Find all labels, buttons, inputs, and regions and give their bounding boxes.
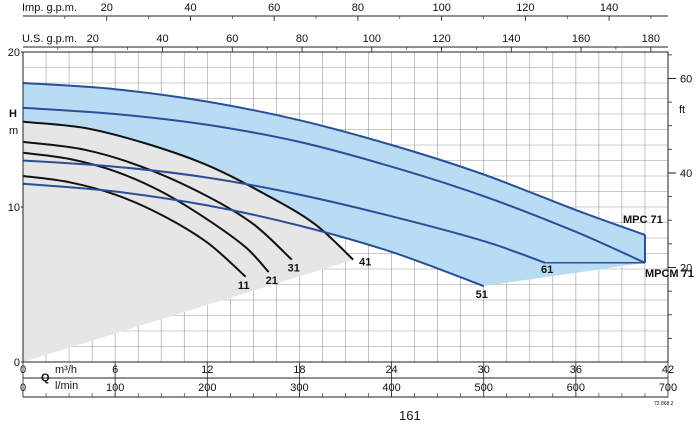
y-right-tick-label: 20: [680, 262, 692, 274]
top-axis-1-tick-label: 100: [432, 2, 450, 14]
top-axis-1-tick-label: 140: [600, 2, 618, 14]
top-axis-1-tick-label: 20: [101, 2, 113, 14]
curve-label-51: 51: [476, 289, 488, 301]
curve-label-11: 11: [238, 280, 250, 292]
blue-operating-range: [23, 83, 645, 287]
top-axis-1-tick-label: 60: [268, 2, 280, 14]
curve-label-31: 31: [288, 263, 300, 275]
curves: [22, 82, 646, 288]
top-axis-1-tick-label: 40: [184, 2, 196, 14]
curve-mpc-71: [22, 82, 646, 236]
y-axis-right-unit-ft: ft: [679, 104, 685, 116]
top-axis-2-tick-label: 120: [432, 33, 450, 45]
top-axis-1-tick-label: 80: [352, 2, 364, 14]
y-tick-label: 20: [8, 47, 20, 59]
top-axis-1-tick-label: 120: [516, 2, 534, 14]
y-right-tick-label: 60: [680, 73, 692, 85]
curve-label-61: 61: [541, 264, 553, 276]
x-axis-label-lmin: l/min: [55, 380, 78, 392]
curve-mpcm-71: [22, 106, 646, 264]
x-axis-unit-m3h: m³/h: [55, 364, 77, 376]
y-axis-label-H: H: [9, 108, 17, 120]
top-axis-2-tick-label: 140: [502, 33, 520, 45]
top-axis-2-tick-label: 100: [363, 33, 381, 45]
curve-51: [22, 182, 485, 288]
curve-41: [22, 120, 354, 261]
x-axis-label-Q: Q: [41, 372, 50, 384]
curve-label-mpcm-71: MPCM 71: [645, 268, 694, 280]
curve-labels: 11 21 31 41 51 61 MPCM 71 MPC 71: [238, 214, 694, 301]
curve-61: [22, 159, 546, 264]
curve-label-41: 41: [359, 257, 371, 269]
curve-label-mpc-71: MPC 71: [623, 214, 663, 226]
top-axis-2-label: U.S. g.p.m.: [22, 33, 77, 45]
y-right-tick-label: 40: [680, 168, 692, 180]
footnote-code: 72.868.2: [654, 401, 674, 407]
page-number: 161: [399, 408, 421, 423]
top-axis-2-tick-label: 180: [642, 33, 660, 45]
top-axis-2-tick-label: 80: [296, 33, 308, 45]
axes: 0102020406006121824303642010020030040050…: [8, 2, 692, 397]
curve-31: [22, 140, 293, 261]
top-axis-1-label: Imp. g.p.m.: [22, 2, 77, 14]
curve-11: [22, 175, 247, 278]
y-tick-label: 10: [8, 202, 20, 214]
gray-region-under-curve: [23, 121, 354, 362]
y-axis-unit-m: m: [9, 125, 18, 137]
shaded-areas: [23, 83, 645, 362]
top-axis-2-tick-label: 160: [572, 33, 590, 45]
top-axis-2-tick-label: 20: [87, 33, 99, 45]
curve-label-21: 21: [266, 275, 278, 287]
top-axis-2-tick-label: 60: [226, 33, 238, 45]
y-tick-label: 0: [14, 357, 20, 369]
top-axis-2-tick-label: 40: [156, 33, 168, 45]
curve-21: [22, 151, 270, 273]
